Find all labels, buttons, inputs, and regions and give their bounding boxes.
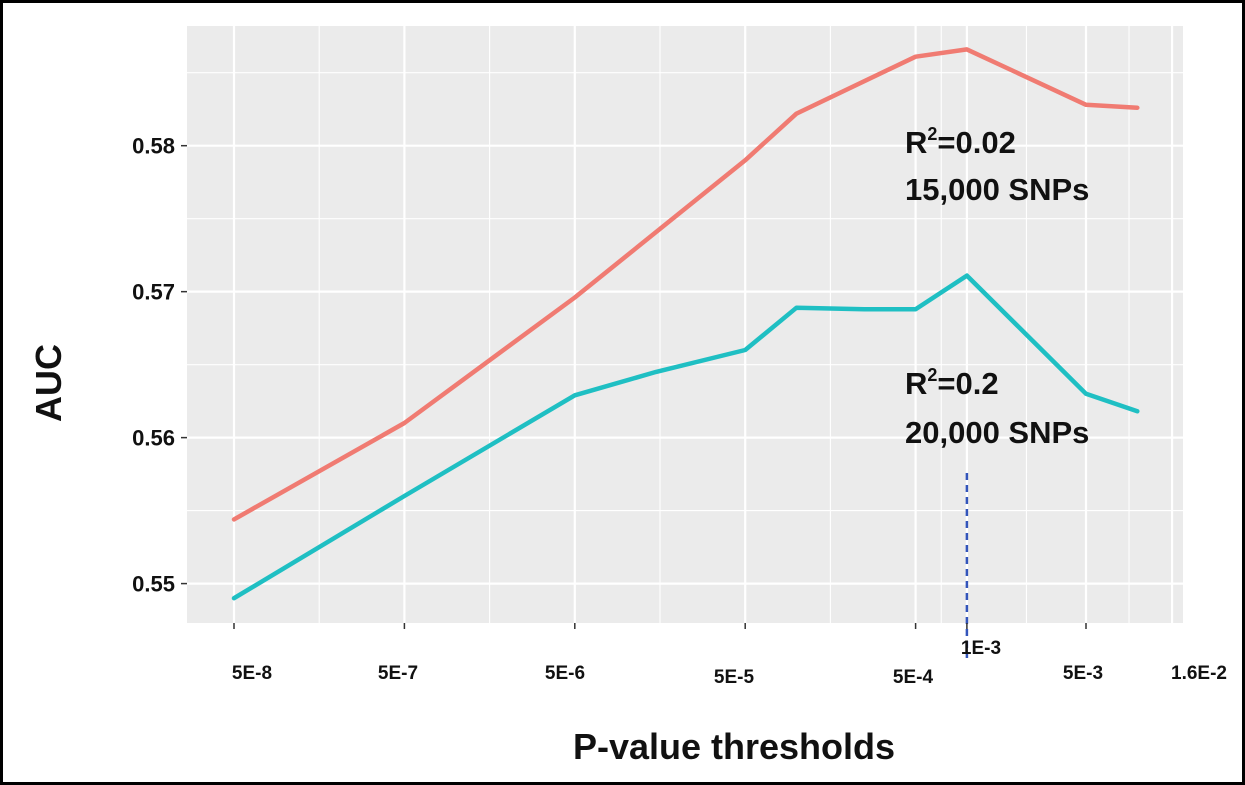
line-chart: 0.55 0.56 0.57 0.58 5E-8 5E-7 5E-6 5E-5 5E-4 1E-… xyxy=(28,26,1227,767)
annotation-top-r: R xyxy=(905,125,927,160)
series-line-2 xyxy=(231,273,1140,601)
plot-panel xyxy=(187,26,1183,623)
annotation-top-sup: 2 xyxy=(927,124,937,144)
x-tick-label: 1.6E-2 xyxy=(1171,663,1227,684)
y-tick-label: 0.57 xyxy=(132,280,175,305)
x-tick-label: 5E-4 xyxy=(893,667,934,688)
series-lines xyxy=(231,47,1140,601)
y-axis-ticks: 0.55 0.56 0.57 0.58 xyxy=(132,134,187,597)
annotation-top-snps: 15,000 SNPs xyxy=(905,172,1089,207)
x-tick-label: 5E-5 xyxy=(714,667,755,688)
svg-text:R2=0.02: R2=0.02 xyxy=(905,124,1016,160)
y-tick-label: 0.55 xyxy=(132,572,175,597)
x-tick-label: 5E-6 xyxy=(545,663,585,684)
annotation-bottom-snps: 20,000 SNPs xyxy=(905,415,1089,450)
annotation-top: R2=0.02 15,000 SNPs xyxy=(905,124,1089,207)
x-tick-label: 5E-8 xyxy=(232,663,272,684)
x-axis-title: P-value thresholds xyxy=(573,726,895,767)
series-line-1 xyxy=(231,47,1140,522)
y-tick-label: 0.58 xyxy=(132,134,175,159)
annotation-bottom-sup: 2 xyxy=(927,365,937,385)
svg-text:R2=0.2: R2=0.2 xyxy=(905,365,999,401)
x-axis-ticks: 5E-8 5E-7 5E-6 5E-5 5E-4 1E-3 5E-3 1.6E-2 xyxy=(232,623,1227,688)
y-tick-label: 0.56 xyxy=(132,426,175,451)
annotation-bottom-r: R xyxy=(905,366,927,401)
x-tick-label: 5E-7 xyxy=(378,663,418,684)
annotation-bottom: R2=0.2 20,000 SNPs xyxy=(905,365,1089,450)
annotation-top-value: =0.02 xyxy=(937,125,1015,160)
x-tick-label: 5E-3 xyxy=(1063,663,1103,684)
y-axis-title: AUC xyxy=(28,344,69,422)
x-tick-label: 1E-3 xyxy=(961,638,1001,659)
annotation-bottom-value: =0.2 xyxy=(937,366,998,401)
